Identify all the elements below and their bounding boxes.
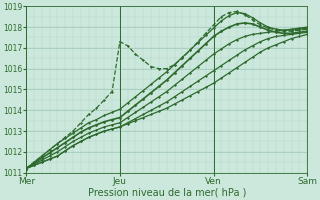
X-axis label: Pression niveau de la mer( hPa ): Pression niveau de la mer( hPa ) (88, 187, 246, 197)
